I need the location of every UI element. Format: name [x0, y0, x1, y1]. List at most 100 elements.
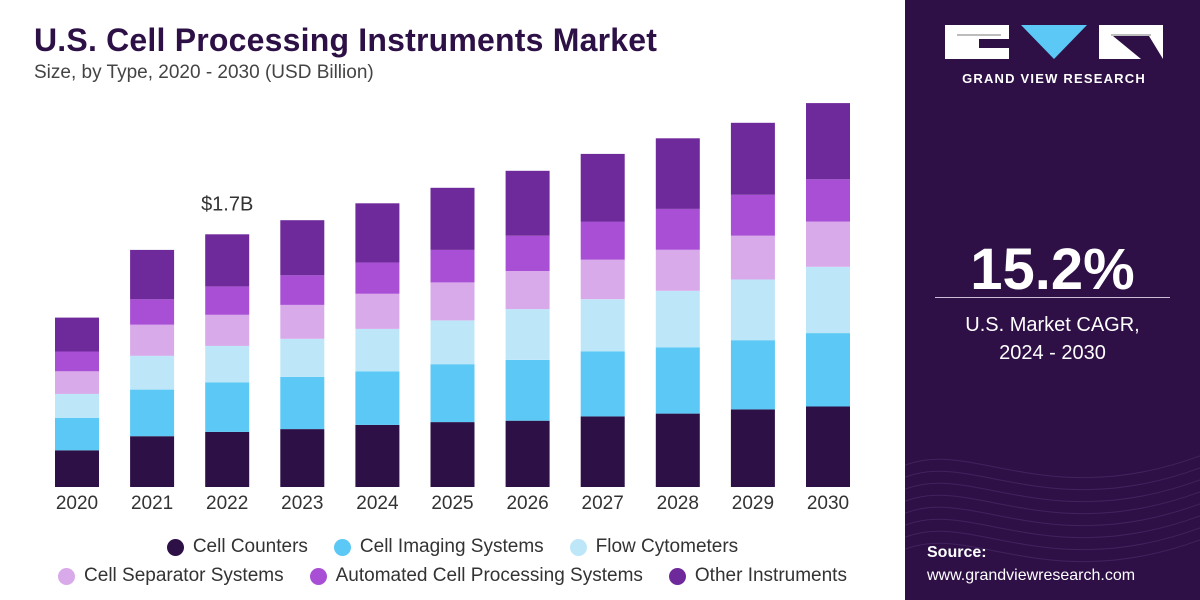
bar-segment-2024-2 [355, 371, 400, 425]
bar-segment-2021-5 [130, 299, 175, 325]
source-link[interactable]: www.grandviewresearch.com [927, 567, 1136, 584]
wave-pattern [905, 455, 1200, 563]
bar-segment-2021-2 [130, 389, 175, 437]
bar-segment-2027-6 [580, 153, 625, 222]
legend-item: Automated Cell Processing Systems [309, 565, 643, 587]
x-tick-label: 2026 [506, 493, 548, 514]
bar-segment-2023-1 [280, 429, 325, 487]
legend-row-2: Cell Separator Systems Automated Cell Pr… [0, 565, 905, 587]
bar-segment-2020-5 [55, 351, 99, 372]
brand-panel: GRAND VIEW RESEARCH 15.2% U.S. Market CA… [905, 0, 1200, 600]
bar-segment-2030-4 [806, 221, 850, 267]
bar-segment-2029-2 [730, 340, 775, 410]
x-tick-label: 2030 [807, 493, 849, 514]
bar-segment-2027-1 [580, 416, 625, 487]
bar-segment-2029-3 [730, 279, 775, 341]
x-tick-label: 2021 [131, 493, 173, 514]
legend-label: Cell Separator Systems [84, 565, 284, 586]
bar-segment-2029-6 [730, 122, 775, 195]
bar-segment-2022-4 [205, 314, 250, 346]
x-tick-label: 2028 [657, 493, 699, 514]
legend-item: Cell Separator Systems [58, 565, 284, 587]
bar-segment-2029-4 [730, 235, 775, 280]
legend-swatch [166, 538, 184, 556]
x-tick-label: 2022 [206, 493, 248, 514]
bar-segment-2020-2 [55, 417, 99, 451]
source-label: Source: [927, 544, 987, 561]
bar-segment-2026-4 [505, 271, 550, 310]
bar-segment-2030-3 [806, 266, 850, 334]
bar-segment-2024-4 [355, 293, 400, 329]
bar-segment-2028-1 [655, 413, 700, 487]
bar-segment-2023-2 [280, 376, 325, 430]
x-tick-label: 2024 [356, 493, 399, 514]
cagr-label-line-1: U.S. Market CAGR, [965, 314, 1140, 336]
gvr-logo-mark [945, 25, 1163, 59]
bar-segment-2021-3 [130, 355, 175, 390]
bar-segment-2025-2 [430, 364, 475, 423]
legend-label: Flow Cytometers [595, 536, 739, 557]
bar-segment-2023-3 [280, 338, 325, 377]
bar-segment-2030-1 [806, 406, 850, 487]
bar-segment-2022-2 [205, 382, 250, 432]
bar-segment-2020-3 [55, 393, 99, 418]
chart-panel: U.S. Cell Processing Instruments Market … [0, 22, 905, 587]
legend-swatch [668, 567, 686, 585]
bar-segment-2028-3 [655, 290, 700, 348]
bar-segment-2021-6 [130, 249, 175, 300]
bar-segment-2029-5 [730, 194, 775, 236]
bar-segment-2024-6 [355, 203, 400, 263]
legend-item: Cell Imaging Systems [333, 536, 544, 558]
bar-segment-2026-3 [505, 309, 550, 360]
gvr-logo: GRAND VIEW RESEARCH [945, 22, 1163, 86]
bar-segment-2025-6 [430, 187, 475, 250]
x-tick-label: 2029 [732, 493, 774, 514]
legend-item: Other Instruments [668, 565, 847, 587]
bar-segment-2022-6 [205, 234, 250, 287]
cagr-value: 15.2% [970, 237, 1135, 302]
bar-segment-2022-3 [205, 345, 250, 383]
legend-label: Automated Cell Processing Systems [335, 565, 643, 586]
stacked-bar-chart: 2020 2021 2022 $1.7B 2023 2024 2025 2026 2027 202… [55, 103, 850, 514]
bar-segment-2024-1 [355, 424, 400, 487]
bar-segment-2026-6 [505, 170, 550, 236]
bar-segment-2022-1 [205, 431, 250, 487]
bar-segment-2026-5 [505, 235, 550, 271]
value-annotation: $1.7B [201, 193, 253, 215]
legend-item: Flow Cytometers [569, 536, 739, 558]
chart-subtitle: Size, by Type, 2020 - 2030 (USD Billion) [34, 62, 374, 83]
bar-segment-2020-4 [55, 371, 99, 394]
bar-segment-2029-1 [730, 409, 775, 487]
legend-swatch [309, 567, 327, 585]
bar-segment-2028-6 [655, 138, 700, 209]
brand-name: GRAND VIEW RESEARCH [962, 71, 1146, 86]
bar-segment-2027-2 [580, 351, 625, 417]
bar-segment-2023-4 [280, 304, 325, 339]
bar-segment-2025-3 [430, 320, 475, 365]
cagr-label-line-2: 2024 - 2030 [999, 342, 1106, 364]
legend-row-1: Cell Counters Cell Imaging Systems Flow … [0, 536, 905, 558]
chart-title: U.S. Cell Processing Instruments Market [34, 22, 658, 58]
legend-swatch [333, 538, 351, 556]
bar-segment-2030-6 [806, 103, 850, 180]
x-tick-label: 2020 [56, 493, 98, 514]
bar-segment-2021-1 [130, 436, 175, 487]
bar-segment-2026-2 [505, 360, 550, 421]
x-tick-label: 2027 [582, 493, 624, 514]
legend-label: Cell Imaging Systems [359, 536, 544, 557]
bar-segment-2030-2 [806, 333, 850, 407]
legend-label: Cell Counters [192, 536, 308, 557]
bar-segment-2020-1 [55, 450, 99, 487]
cagr-label: U.S. Market CAGR, 2024 - 2030 [905, 311, 1200, 367]
bar-segment-2024-5 [355, 262, 400, 294]
legend-swatch [569, 538, 587, 556]
bar-segment-2025-4 [430, 282, 475, 321]
x-tick-label: 2025 [431, 493, 473, 514]
cagr-divider [935, 297, 1170, 298]
bar-segment-2020-6 [55, 317, 99, 352]
bar-segment-2027-5 [580, 221, 625, 260]
bar-segment-2021-4 [130, 324, 175, 356]
bar-segment-2028-2 [655, 347, 700, 414]
bar-segment-2024-3 [355, 328, 400, 372]
